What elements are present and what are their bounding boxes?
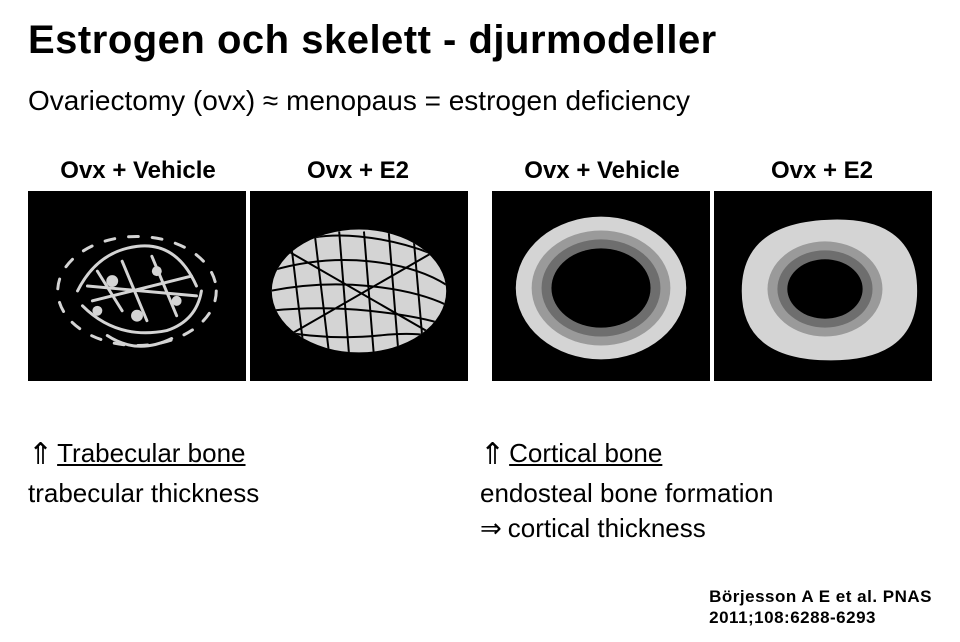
panel-gap — [468, 191, 492, 381]
citation-line2: 2011;108:6288-6293 — [709, 608, 876, 627]
up-arrow-icon: ⇑ — [480, 435, 505, 476]
cortical-line2: endosteal bone formation — [480, 478, 773, 508]
annotation-columns: ⇑Trabecular bone trabecular thickness ⇑C… — [28, 435, 932, 546]
citation: Börjesson A E et al. PNAS 2011;108:6288-… — [709, 586, 932, 629]
panel-label-1: Ovx + Vehicle — [28, 157, 248, 185]
panel-label-2: Ovx + E2 — [248, 157, 468, 185]
panel-ovx-e2-trabecular — [250, 191, 468, 381]
trabecular-heading: Trabecular bone — [57, 438, 245, 468]
page-title: Estrogen och skelett - djurmodeller — [28, 18, 932, 63]
trabecular-annotation: ⇑Trabecular bone trabecular thickness — [28, 435, 480, 546]
panel-ovx-vehicle-trabecular — [28, 191, 250, 381]
figure: Ovx + Vehicle Ovx + E2 Ovx + Vehicle Ovx… — [28, 157, 932, 546]
cortical-heading: Cortical bone — [509, 438, 662, 468]
cortical-annotation: ⇑Cortical bone endosteal bone formation … — [480, 435, 932, 546]
slide: Estrogen och skelett - djurmodeller Ovar… — [0, 0, 960, 642]
citation-line1: Börjesson A E et al. PNAS — [709, 587, 932, 606]
up-arrow-icon: ⇑ — [28, 435, 53, 476]
panel-ovx-e2-cortical — [714, 191, 932, 381]
figure-labels-row: Ovx + Vehicle Ovx + E2 Ovx + Vehicle Ovx… — [28, 157, 932, 185]
trabecular-line2: trabecular thickness — [28, 478, 259, 508]
figure-panels-row — [28, 191, 932, 381]
panel-ovx-vehicle-cortical — [492, 191, 714, 381]
panel-label-4: Ovx + E2 — [712, 157, 932, 185]
cortical-line3: cortical thickness — [508, 513, 706, 543]
panel-gap — [468, 157, 492, 185]
panel-label-3: Ovx + Vehicle — [492, 157, 712, 185]
implies-icon: ⇒ — [480, 513, 502, 543]
subtitle: Ovariectomy (ovx) ≈ menopaus = estrogen … — [28, 85, 932, 117]
